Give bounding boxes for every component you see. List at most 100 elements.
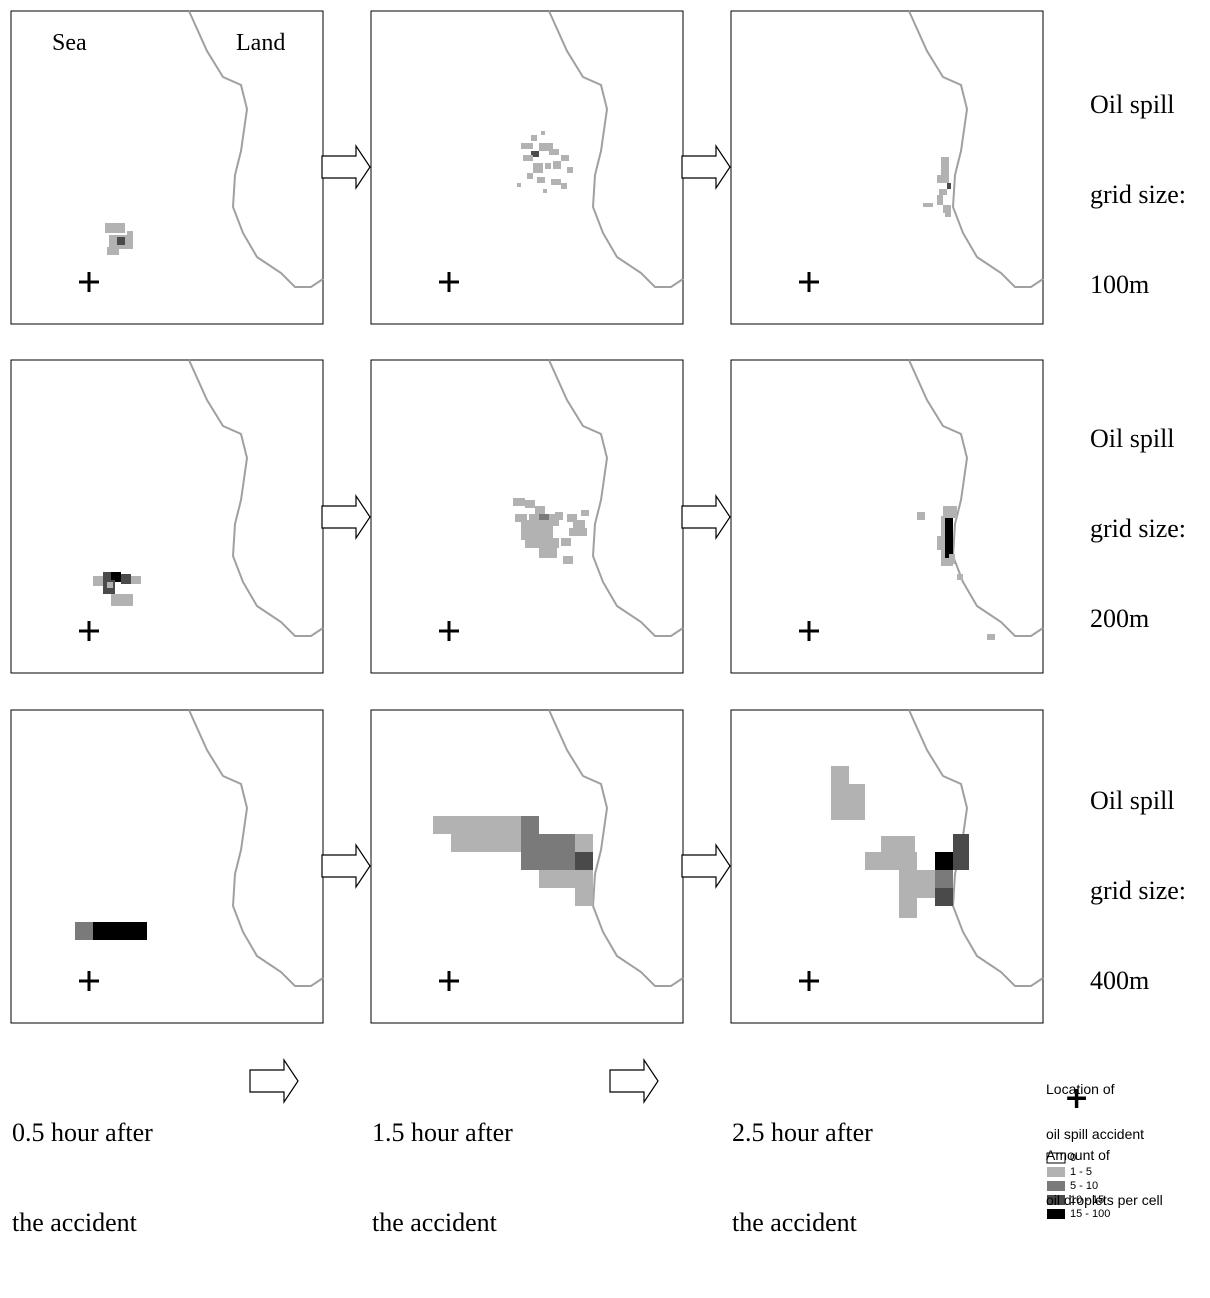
spill-cell (575, 834, 593, 852)
spill-cell (515, 514, 527, 522)
map-panel (730, 709, 1044, 1024)
spill-cell (539, 870, 593, 888)
arrow-icon (681, 144, 731, 190)
spill-cell (831, 784, 865, 820)
spill-cell (581, 510, 589, 516)
spill-cell (945, 518, 953, 558)
spill-cell (537, 177, 545, 183)
spill-cell (917, 512, 925, 520)
accident-location-marker (79, 971, 99, 991)
legend-swatch (1047, 1181, 1065, 1191)
legend-location-title: Location of oil spill accident (1046, 1052, 1144, 1172)
spill-cell (531, 135, 537, 141)
legend-class-label: 0 (1070, 1152, 1077, 1164)
spill-cell (527, 173, 533, 179)
spill-cell (535, 506, 545, 516)
accident-location-marker (799, 272, 819, 292)
spill-cell (937, 195, 943, 205)
coastline (548, 10, 684, 288)
legend-title-line: Amount of (1046, 1147, 1110, 1163)
coastline (548, 709, 684, 987)
spill-cell (523, 155, 533, 161)
time-label-1-5h: 1.5 hour after the accident (372, 1058, 513, 1298)
map-panel (730, 359, 1044, 674)
arrow-icon (249, 1058, 299, 1104)
spill-cell (433, 816, 523, 834)
row-label-line: 100m (1090, 270, 1150, 299)
spill-cell (115, 223, 125, 233)
map-panel (10, 10, 324, 325)
coastline (908, 10, 1044, 288)
arrow-icon (321, 144, 371, 190)
row-label-line: grid size: (1090, 876, 1187, 905)
land-label: Land (236, 30, 286, 56)
spill-cell (947, 183, 951, 189)
spill-cell (831, 766, 849, 784)
spill-cell (549, 149, 559, 155)
row-label-line: 400m (1090, 966, 1150, 995)
spill-cell (923, 203, 933, 207)
spill-cell (539, 834, 575, 870)
map-panel (10, 709, 324, 1024)
arrow-icon (321, 843, 371, 889)
spill-cell (75, 922, 93, 940)
spill-cell (899, 852, 917, 888)
map-panel (10, 359, 324, 674)
time-label-line: 2.5 hour after (732, 1118, 873, 1147)
spill-cell (553, 161, 561, 169)
spill-cell (451, 834, 521, 852)
spill-cell (865, 852, 899, 870)
spill-cell (563, 556, 573, 564)
spill-cell (521, 143, 533, 149)
legend-swatch (1047, 1209, 1065, 1219)
spill-cell (569, 528, 587, 536)
spill-cell (539, 143, 553, 151)
spill-cell (953, 834, 969, 870)
spill-cell (937, 175, 949, 183)
spill-cell (525, 538, 559, 548)
spill-cell (945, 211, 951, 217)
spill-cell (561, 538, 571, 546)
accident-location-marker (79, 621, 99, 641)
time-label-0-5h: 0.5 hour after the accident (12, 1058, 153, 1298)
spill-cell (939, 189, 947, 195)
legend-swatch (1047, 1167, 1065, 1177)
map-panel (370, 10, 684, 325)
legend-class-label: 1 - 5 (1070, 1166, 1093, 1178)
spill-cell (525, 500, 535, 508)
accident-location-marker (79, 272, 99, 292)
spill-cell (561, 155, 569, 161)
spill-cell (549, 516, 559, 526)
figure-canvas (10, 10, 1066, 1219)
legend-swatch (1046, 1152, 1066, 1164)
row-label-line: Oil spill (1090, 424, 1175, 453)
spill-cell (539, 548, 557, 558)
coastline (548, 359, 684, 637)
spill-cell (105, 223, 115, 233)
spill-cell (575, 852, 593, 870)
spill-cell (899, 888, 917, 918)
spill-cell (111, 572, 121, 582)
legend-class-label: 15 - 100 (1070, 1208, 1111, 1220)
spill-cell (949, 554, 955, 564)
spill-cell (521, 520, 553, 540)
spill-cell (533, 163, 543, 173)
coastline (188, 10, 324, 288)
spill-cell (93, 922, 147, 940)
spill-cell (513, 498, 525, 506)
arrow-icon (609, 1058, 659, 1104)
legend-title-line: oil spill accident (1046, 1126, 1145, 1142)
time-label-line: the accident (732, 1208, 857, 1237)
oil-spill-figure: Sea Land Oil spill grid size: 100m Oil s… (10, 10, 1187, 1237)
coastline (188, 709, 324, 987)
time-label-line: 1.5 hour after (372, 1118, 513, 1147)
spill-cell (561, 183, 567, 189)
spill-cell (131, 576, 141, 584)
time-label-line: the accident (372, 1208, 497, 1237)
spill-cell (943, 205, 951, 213)
legend-swatch (1047, 1195, 1065, 1205)
spill-cell (567, 514, 577, 522)
legend-title-line: Location of (1046, 1081, 1115, 1097)
spill-cell (943, 506, 957, 518)
legend-class-label: 5 - 10 (1070, 1180, 1099, 1192)
